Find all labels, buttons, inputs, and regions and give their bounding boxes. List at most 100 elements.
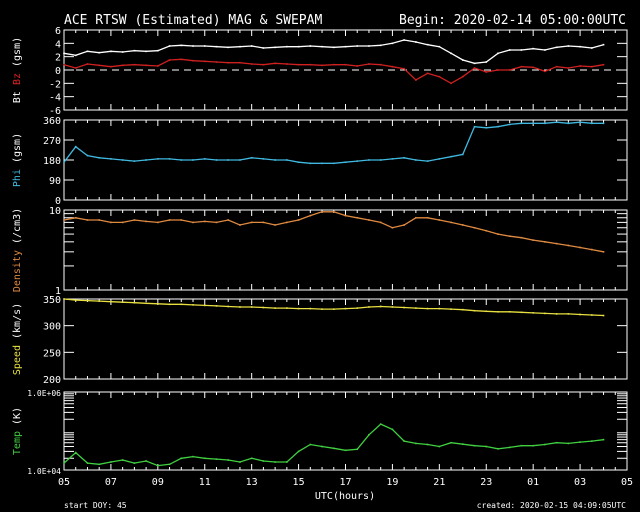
x-axis: 05 07 09 11 13 15 17 19 21 23 01 03 05 — [58, 477, 633, 488]
data-point — [332, 447, 335, 450]
data-point — [497, 311, 499, 313]
data-point — [415, 41, 417, 43]
y-axis-label: Density (/cm3) — [12, 208, 23, 292]
data-point — [74, 216, 77, 219]
data-point — [532, 239, 534, 241]
data-point — [368, 159, 370, 161]
data-point — [192, 455, 194, 458]
y-tick-label: 1.0E+06 — [27, 389, 61, 398]
data-point — [286, 63, 288, 65]
data-point — [403, 306, 405, 309]
data-point — [110, 158, 112, 160]
x-tick-label: 05 — [621, 477, 633, 488]
y-axis-label-part: Density — [12, 250, 23, 292]
x-axis-label: UTC(hours) — [315, 491, 375, 502]
data-point — [461, 308, 464, 311]
data-point — [145, 50, 147, 53]
data-point — [508, 49, 511, 51]
panels: 6 4 2 0 -2 -4 -6 Bt Bz (gsm) 360 270 180 90 0 Phi (gs… — [12, 26, 628, 476]
data-point — [555, 46, 558, 49]
data-point — [579, 65, 581, 67]
data-point — [485, 229, 488, 232]
data-point — [450, 441, 452, 444]
panel-temp: 1.0E+06 1.0E+04 Temp (K) — [12, 389, 628, 476]
data-point — [567, 442, 570, 445]
data-point — [227, 159, 230, 161]
data-point — [356, 448, 359, 451]
data-point — [215, 458, 218, 460]
data-point — [403, 224, 405, 226]
data-point — [344, 449, 347, 452]
data-point — [321, 162, 323, 165]
data-point — [508, 123, 511, 126]
data-point — [133, 301, 136, 304]
data-point — [239, 159, 241, 161]
data-point — [356, 216, 359, 219]
data-point — [438, 219, 441, 221]
data-point — [239, 461, 241, 463]
data-point — [74, 145, 77, 148]
data-point — [461, 75, 464, 78]
data-point — [602, 63, 605, 66]
data-point — [286, 45, 288, 48]
x-tick-label: 05 — [58, 477, 70, 488]
data-point — [450, 221, 452, 224]
data-point — [520, 49, 523, 51]
data-point — [203, 60, 206, 63]
y-tick-label: -2 — [49, 79, 61, 90]
data-point — [567, 67, 570, 69]
data-point — [403, 67, 405, 70]
data-point — [391, 428, 394, 431]
data-point — [567, 45, 570, 47]
data-point — [591, 314, 593, 316]
y-axis-label: Speed (km/s) — [12, 303, 23, 375]
y-axis-label-part: Temp — [12, 431, 23, 455]
y-axis-label-part: Phi — [12, 169, 23, 187]
y-axis-label-part: Bz — [12, 73, 23, 91]
data-point — [473, 226, 476, 229]
data-point — [368, 433, 370, 436]
data-point — [86, 63, 89, 65]
data-point — [497, 233, 499, 235]
data-point — [86, 462, 89, 464]
data-point — [180, 58, 183, 61]
data-point — [544, 312, 546, 315]
data-point — [450, 82, 452, 85]
data-point — [309, 307, 312, 310]
data-point — [98, 463, 100, 466]
data-point — [368, 63, 370, 65]
data-point — [544, 241, 546, 243]
data-point — [438, 45, 441, 48]
data-point — [192, 159, 194, 161]
data-point — [250, 45, 253, 47]
data-point — [520, 122, 523, 125]
data-point — [321, 308, 323, 310]
data-point — [332, 210, 335, 213]
data-point — [579, 246, 581, 249]
data-point — [332, 162, 335, 165]
data-point — [286, 461, 288, 463]
x-tick-label: 21 — [433, 477, 445, 488]
data-point — [520, 236, 523, 239]
data-point — [544, 122, 546, 125]
data-point — [508, 235, 511, 238]
data-point — [274, 62, 276, 65]
data-point — [98, 64, 100, 67]
data-point — [591, 47, 593, 49]
data-point — [602, 438, 605, 441]
data-point — [168, 45, 171, 47]
data-point — [497, 52, 499, 55]
data-point — [215, 45, 218, 48]
data-point — [391, 226, 394, 229]
data-point — [133, 63, 136, 66]
data-point — [239, 224, 241, 226]
data-point — [344, 307, 347, 310]
data-point — [450, 52, 452, 55]
data-point — [356, 160, 359, 162]
data-point — [321, 445, 323, 448]
y-tick-label: 200 — [43, 375, 61, 386]
data-point — [344, 214, 347, 217]
data-point — [297, 307, 300, 310]
data-point — [309, 162, 312, 165]
